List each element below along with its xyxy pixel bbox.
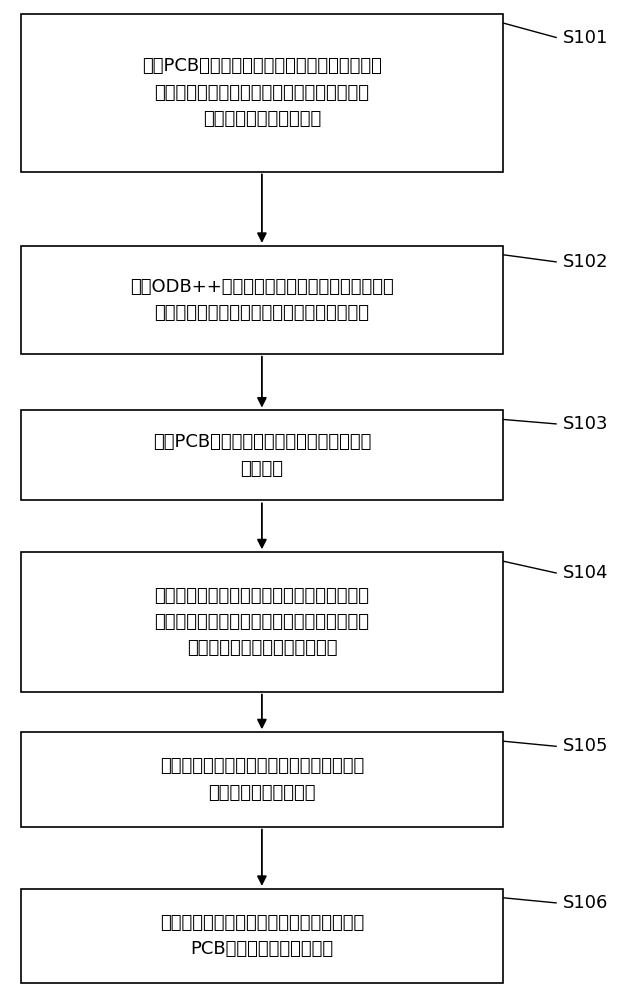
Text: S101: S101: [563, 29, 608, 47]
Bar: [20, 552, 503, 692]
Text: S102: S102: [563, 253, 608, 271]
Text: 解析网表，使用列表方式存储连接关系描述信
息、器件类型信息，遵守器件信息、连接节点
数、连接节点、结束符协议存储: 解析网表，使用列表方式存储连接关系描述信 息、器件类型信息，遵守器件信息、连接节…: [154, 587, 370, 657]
Bar: [20, 410, 503, 500]
Bar: [20, 246, 503, 354]
Text: S103: S103: [563, 415, 608, 433]
Text: S104: S104: [563, 564, 608, 582]
Text: S106: S106: [563, 894, 608, 912]
Text: 根据比对结果生成报告文件，完成原理图和
PCB生产数据的一致性校验: 根据比对结果生成报告文件，完成原理图和 PCB生产数据的一致性校验: [160, 914, 364, 958]
Bar: [20, 889, 503, 983]
Text: S105: S105: [563, 737, 608, 755]
Text: 提取PCB设计软件原理图网表，并提取加工
数据网表: 提取PCB设计软件原理图网表，并提取加工 数据网表: [153, 433, 371, 478]
Bar: [20, 732, 503, 827]
Text: 制作PCB设计软件原理图网表文件的标准模版，
该标准模版包括网络表描述格式、元器件描述
格式、特殊符号表达规则: 制作PCB设计软件原理图网表文件的标准模版， 该标准模版包括网络表描述格式、元器…: [142, 57, 382, 128]
Text: 制作ODB++加工数据网表文件的标准模版，该标
准模版包括网络表描述格式、元器件描述格式: 制作ODB++加工数据网表文件的标准模版，该标 准模版包括网络表描述格式、元器件…: [130, 278, 394, 322]
Text: 根据定义的数据存储协议比对原理图网表文
件和加工数据网表文件: 根据定义的数据存储协议比对原理图网表文 件和加工数据网表文件: [160, 757, 364, 802]
Bar: [20, 14, 503, 172]
